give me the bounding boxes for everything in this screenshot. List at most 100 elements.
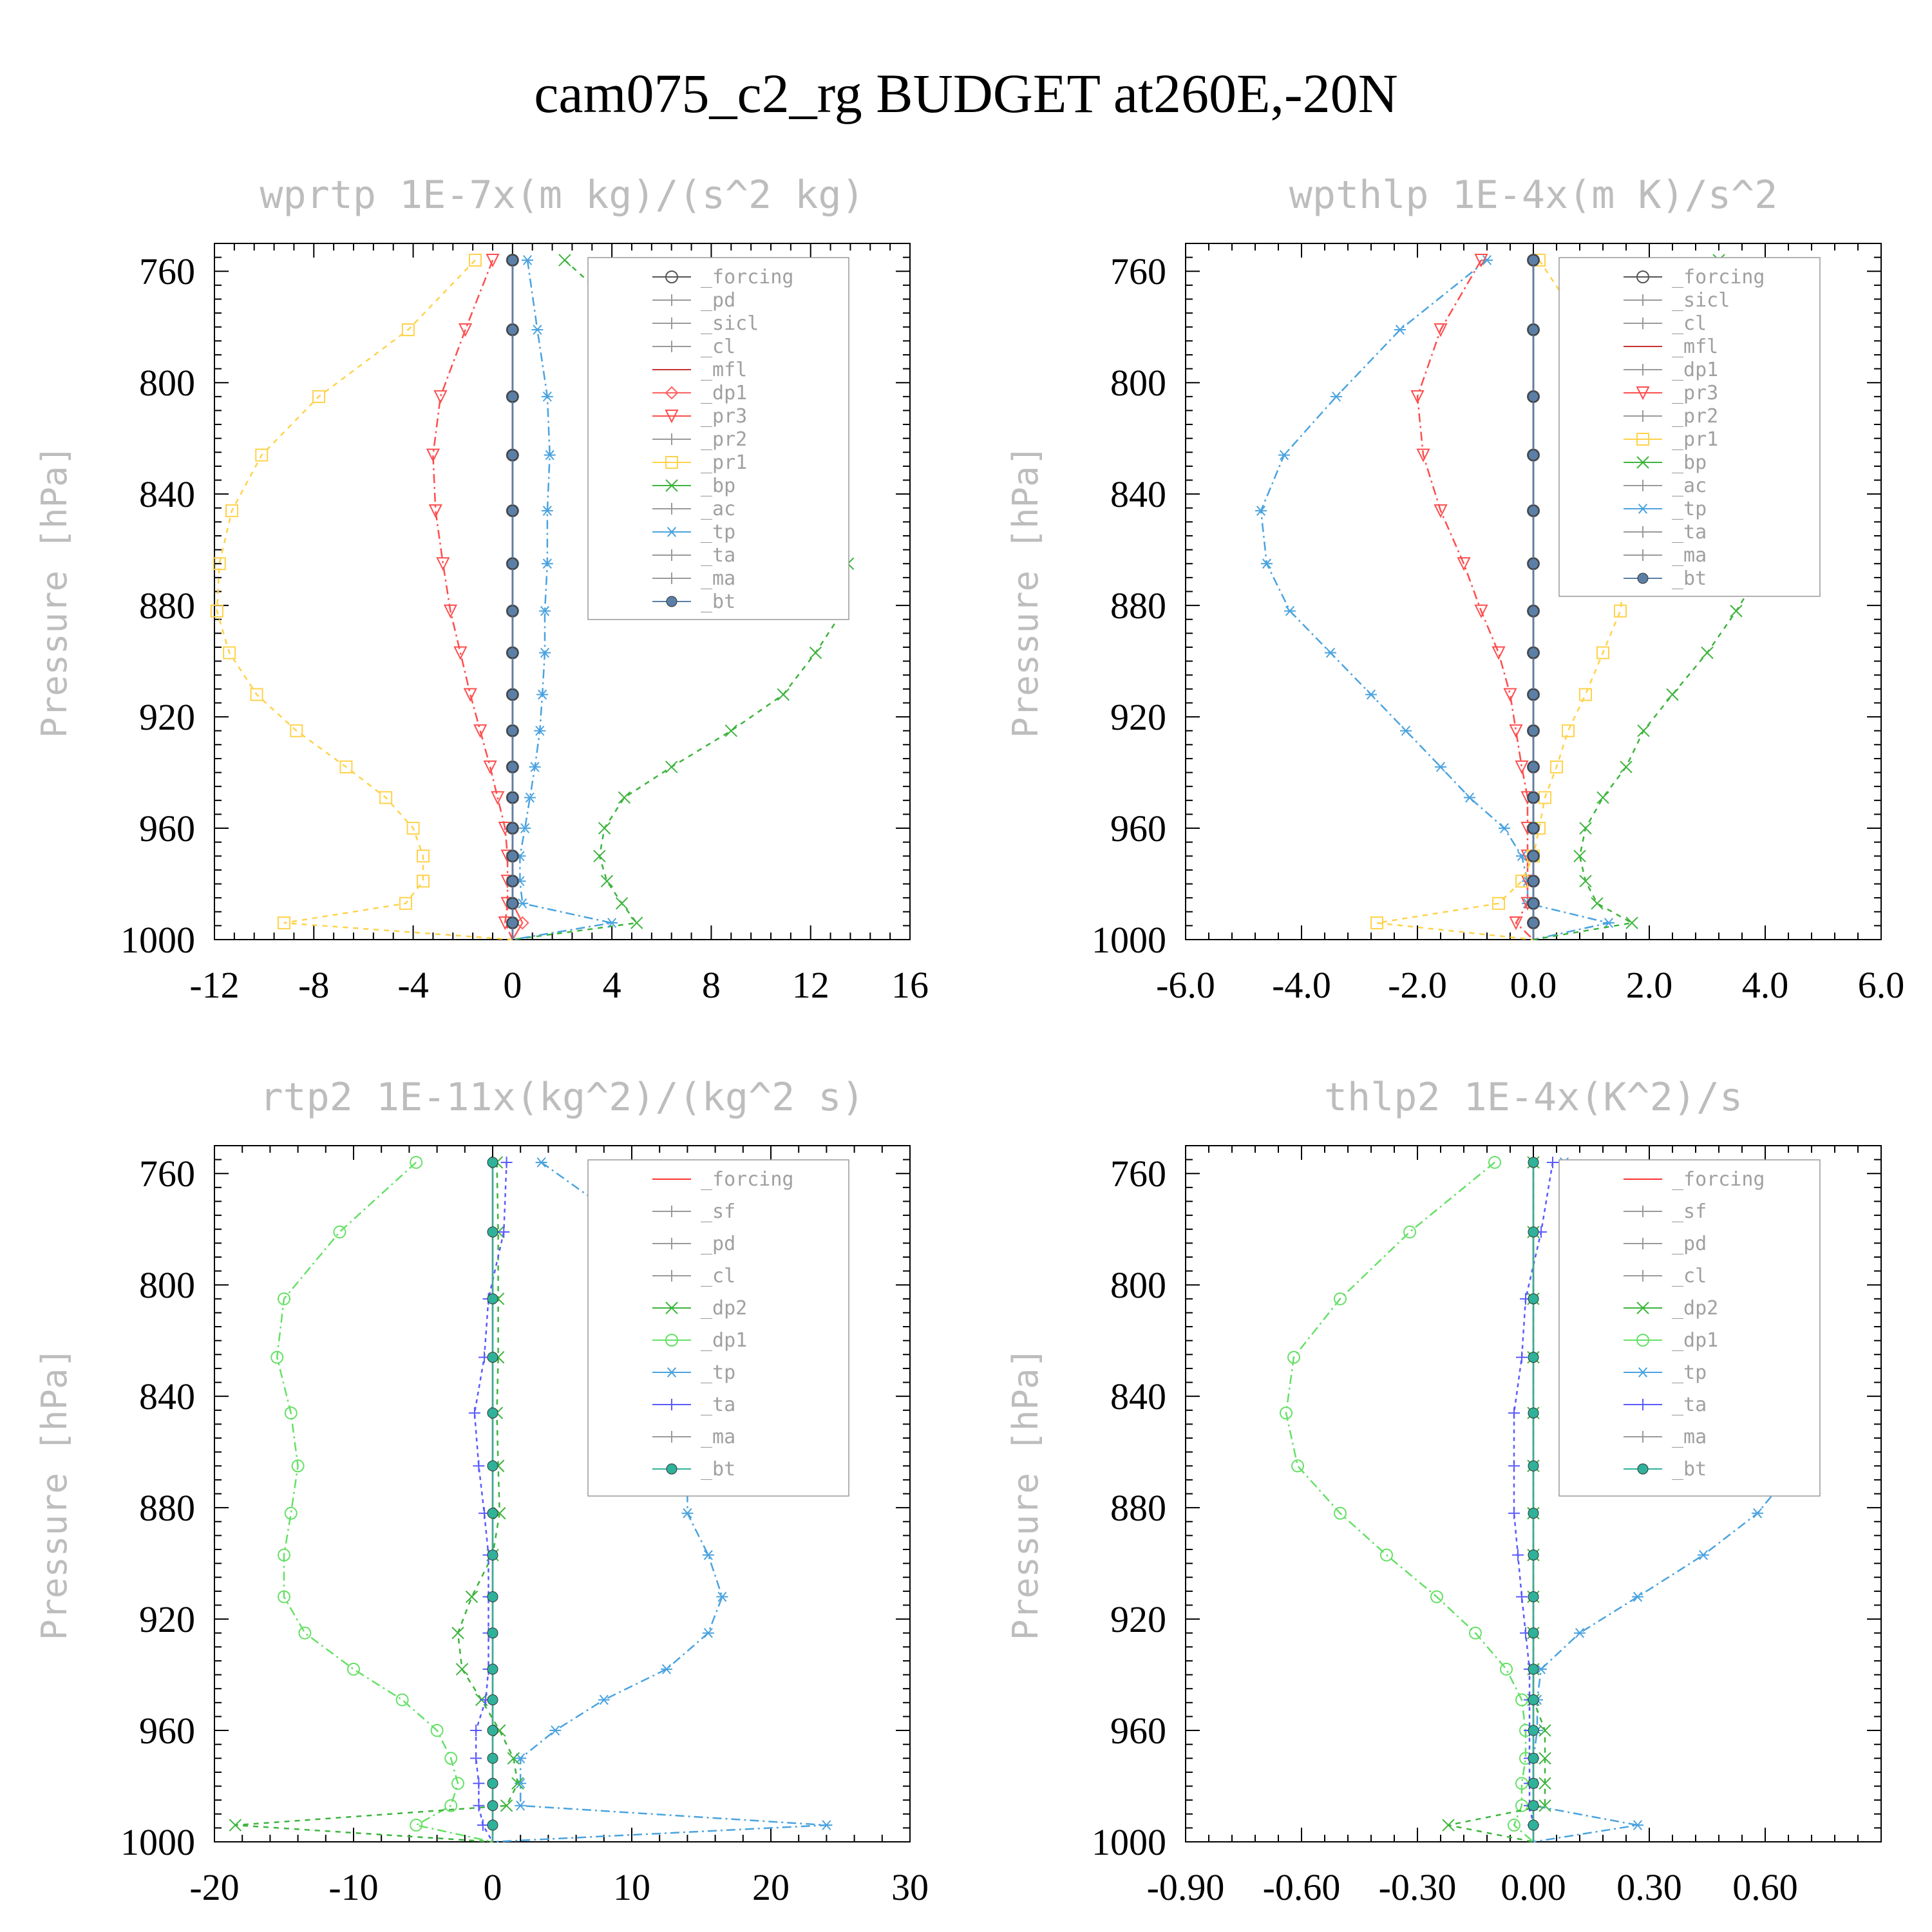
x-tick-label: -0.90 <box>1147 1866 1225 1908</box>
data-point <box>1632 1591 1643 1602</box>
data-point <box>298 1626 312 1640</box>
data-point <box>1469 1626 1482 1640</box>
legend-marker <box>666 1399 677 1410</box>
data-point <box>1516 1351 1528 1363</box>
data-point <box>1492 646 1506 660</box>
series-bt <box>507 254 518 940</box>
data-point <box>1752 1508 1763 1519</box>
data-point <box>531 325 544 335</box>
legend-label: _cl <box>1672 1265 1707 1287</box>
legend-label: _ac <box>1672 475 1707 497</box>
series-line <box>432 260 514 940</box>
series-line <box>276 1161 493 1843</box>
data-point <box>515 1753 527 1764</box>
legend-label: _dp1 <box>701 382 747 404</box>
x-tick-label: -0.60 <box>1263 1866 1341 1908</box>
y-tick-label: 920 <box>139 1598 195 1640</box>
x-tick-label: -0.30 <box>1379 1866 1457 1908</box>
data-point <box>430 1724 444 1738</box>
y-tick-label: 840 <box>1110 473 1166 515</box>
data-point <box>284 1406 298 1420</box>
series-dp2 <box>229 1156 524 1843</box>
chart-panel-3: rtp2 1E-11x(kg^2)/(kg^2 s) Pressure [hPa]… <box>34 1075 929 1908</box>
chart-panel-1: wprtp 1E-7x(m kg)/(s^2 kg) Pressure [hPa]… <box>34 173 929 1006</box>
series-line <box>1260 259 1609 941</box>
data-point <box>1579 822 1592 835</box>
legend-label: _pr2 <box>1672 405 1718 428</box>
legend-label: _pd <box>701 1233 735 1255</box>
data-point <box>487 1694 498 1705</box>
y-tick-label: 920 <box>1110 696 1166 738</box>
data-point <box>451 1777 464 1790</box>
legend-marker <box>666 573 677 584</box>
data-point <box>1528 1591 1539 1602</box>
data-point <box>1508 1460 1520 1472</box>
data-point <box>1528 761 1539 773</box>
data-point <box>507 850 518 862</box>
data-point <box>444 1799 458 1812</box>
data-point <box>278 916 290 930</box>
legend-marker <box>1637 1206 1649 1217</box>
data-point <box>702 1627 714 1638</box>
data-point <box>1666 688 1679 701</box>
data-point <box>1434 323 1448 337</box>
series-line <box>1376 260 1627 941</box>
data-point <box>515 1800 527 1811</box>
data-point <box>507 898 518 909</box>
data-point <box>507 917 518 929</box>
legend-label: _pr2 <box>701 428 747 451</box>
data-point <box>598 1694 610 1705</box>
legend-marker <box>665 479 678 492</box>
data-point <box>1442 1819 1455 1832</box>
x-tick-label: -10 <box>328 1866 378 1908</box>
series-line <box>473 1162 507 1842</box>
data-point <box>1394 325 1406 335</box>
data-point <box>541 506 553 516</box>
data-point <box>491 791 505 805</box>
data-point <box>1539 1777 1551 1790</box>
y-tick-label: 920 <box>139 696 195 738</box>
data-point <box>487 1549 498 1561</box>
legend-label: _forcing <box>701 1168 794 1191</box>
legend-marker <box>1637 1399 1649 1410</box>
data-point <box>606 918 618 928</box>
data-point <box>473 1799 485 1812</box>
data-point <box>428 504 442 518</box>
data-point <box>522 255 533 265</box>
legend-label: _cl <box>701 1265 735 1287</box>
legend-box <box>587 257 849 620</box>
y-tick-label: 840 <box>1110 1376 1166 1417</box>
chart-panel-4: thlp2 1E-4x(K^2)/s Pressure [hPa] -0.90 -0.… <box>1005 1075 1882 1908</box>
data-point <box>1370 916 1383 930</box>
legend-marker <box>665 386 679 400</box>
legend-marker <box>666 527 677 537</box>
legend-marker <box>666 1431 677 1443</box>
y-axis-label: Pressure [hPa] <box>1005 1347 1046 1640</box>
data-point <box>529 762 541 772</box>
series-bt <box>1528 1157 1539 1842</box>
y-tick-label: 840 <box>139 1376 195 1417</box>
data-point <box>1579 688 1592 701</box>
data-point <box>1528 505 1539 516</box>
legend-label: _bt <box>701 1458 735 1481</box>
data-point <box>444 1752 458 1765</box>
data-point <box>1550 760 1563 773</box>
legend-marker <box>665 456 678 469</box>
data-point <box>210 604 223 618</box>
data-point <box>1573 849 1586 862</box>
legend-label: _ta <box>1672 521 1707 544</box>
x-tick-label: 8 <box>702 964 721 1006</box>
data-point <box>1403 1226 1416 1239</box>
legend-label: _dp1 <box>701 1329 747 1352</box>
data-point <box>433 390 448 404</box>
legend-label: _forcing <box>1672 1168 1765 1191</box>
data-point <box>483 760 497 775</box>
legend-label: _dp1 <box>1672 1329 1718 1352</box>
legend-label: _sf <box>1672 1200 1707 1223</box>
series-bt <box>1528 254 1539 940</box>
legend-box <box>1558 1159 1821 1497</box>
data-point <box>618 791 631 804</box>
data-point <box>1488 1155 1501 1169</box>
data-point <box>443 604 458 619</box>
data-point <box>1579 875 1592 887</box>
